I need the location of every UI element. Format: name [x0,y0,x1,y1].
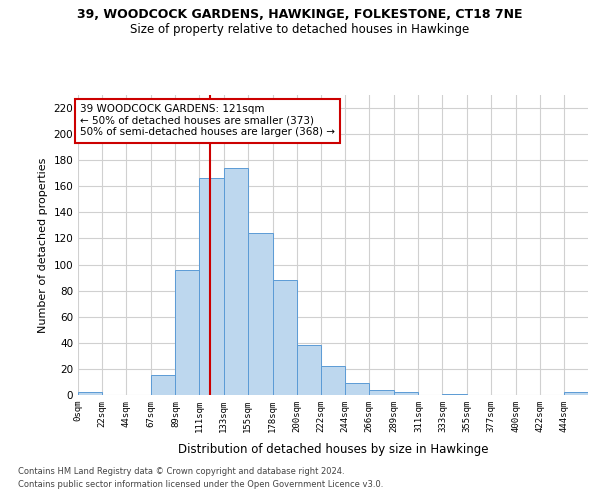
Text: Size of property relative to detached houses in Hawkinge: Size of property relative to detached ho… [130,22,470,36]
Bar [564,392,588,395]
Bar [321,366,345,395]
Text: Contains public sector information licensed under the Open Government Licence v3: Contains public sector information licen… [18,480,383,489]
Bar [199,178,224,395]
Bar [442,394,467,395]
Y-axis label: Number of detached properties: Number of detached properties [38,158,48,332]
Bar [248,234,273,395]
Bar [394,392,418,395]
Bar [369,390,394,395]
Bar [224,168,248,395]
Text: Contains HM Land Registry data © Crown copyright and database right 2024.: Contains HM Land Registry data © Crown c… [18,467,344,476]
Text: 39, WOODCOCK GARDENS, HAWKINGE, FOLKESTONE, CT18 7NE: 39, WOODCOCK GARDENS, HAWKINGE, FOLKESTO… [77,8,523,20]
Text: 39 WOODCOCK GARDENS: 121sqm
← 50% of detached houses are smaller (373)
50% of se: 39 WOODCOCK GARDENS: 121sqm ← 50% of det… [80,104,335,138]
Bar [151,376,175,395]
Bar [297,346,321,395]
Bar [273,280,297,395]
Text: Distribution of detached houses by size in Hawkinge: Distribution of detached houses by size … [178,442,488,456]
Bar [345,384,369,395]
Bar [78,392,102,395]
Bar [175,270,199,395]
